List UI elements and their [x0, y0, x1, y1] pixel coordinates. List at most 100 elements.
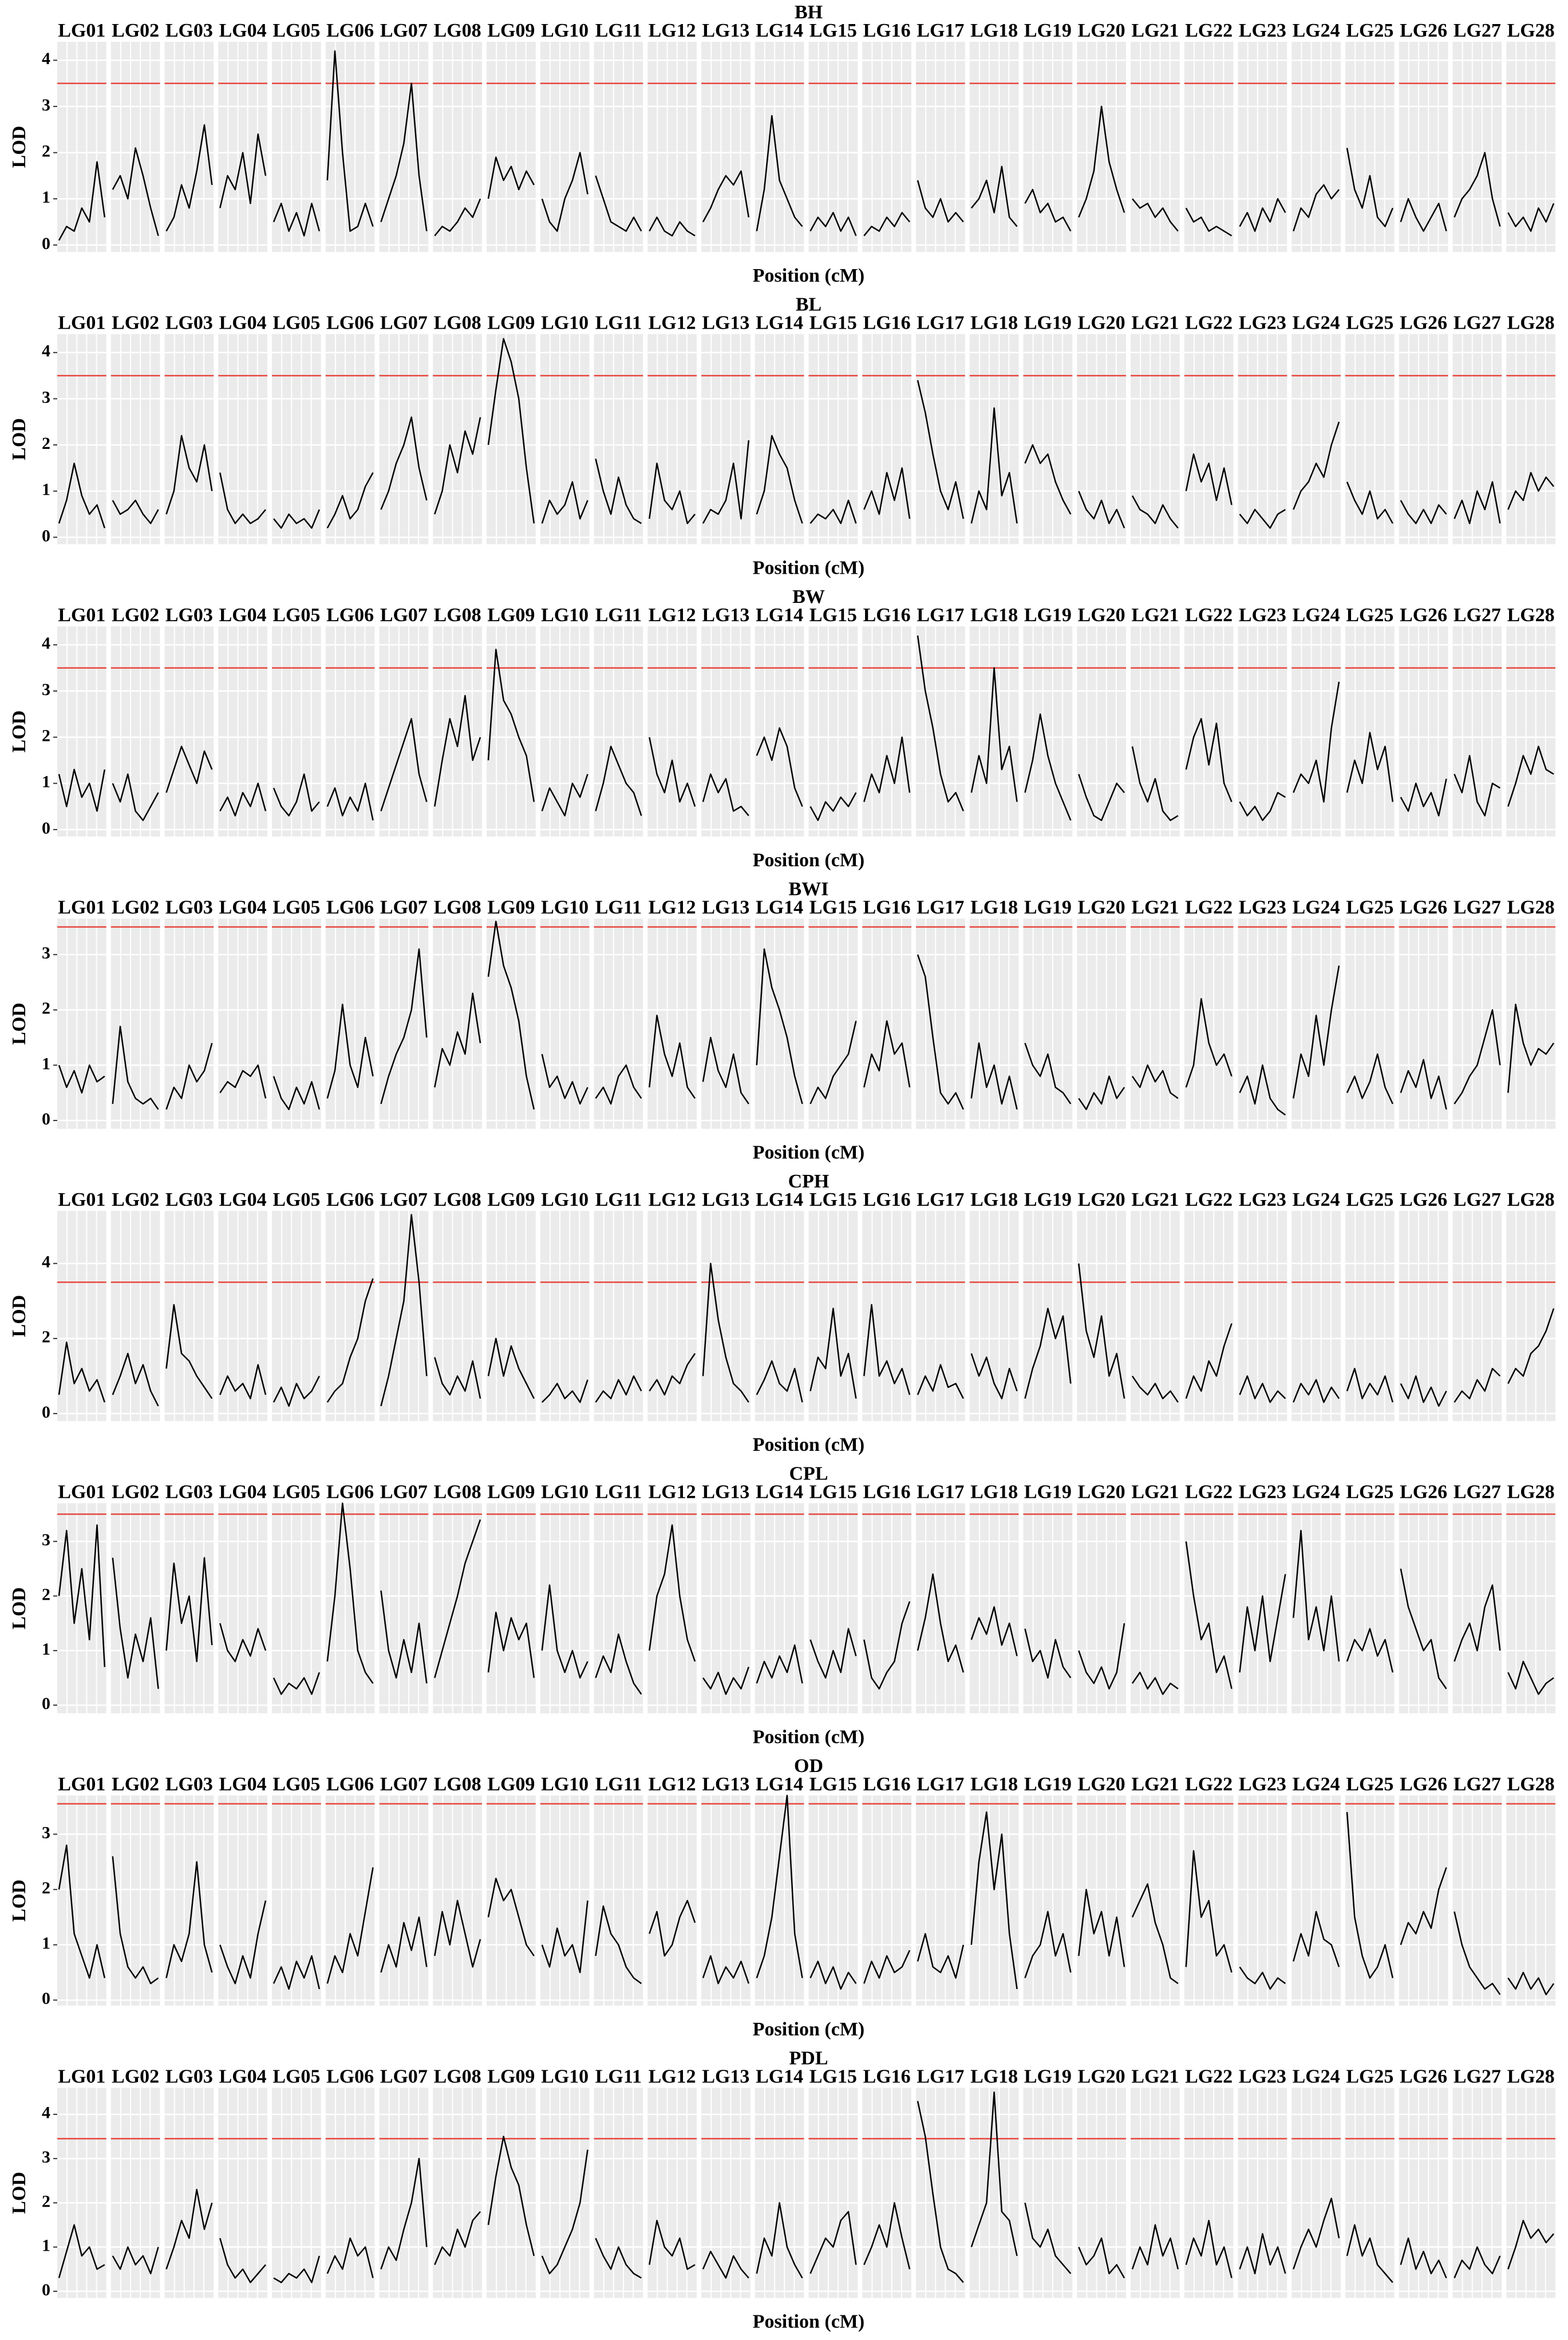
- lod-curve: [1400, 2237, 1447, 2279]
- facet-panel: [647, 2088, 697, 2298]
- facet-strip-label: LG19: [1024, 1481, 1072, 1502]
- lod-curve: [1507, 203, 1555, 232]
- facet-strip-label: LG17: [917, 897, 964, 918]
- facet-strip-label: LG19: [1024, 2066, 1072, 2087]
- y-tick-label: 1: [42, 772, 50, 791]
- facet-panel: [379, 2088, 429, 2298]
- facet-strip-label: LG03: [165, 1774, 213, 1795]
- y-tick-label: 2: [42, 2192, 50, 2211]
- facet-panel: [1184, 626, 1234, 836]
- y-axis-label: LOD: [9, 2172, 30, 2214]
- lod-curve: [1185, 718, 1233, 802]
- facet-panel: [647, 626, 697, 836]
- lod-curve: [1024, 1911, 1072, 1979]
- lod-curve: [165, 435, 213, 515]
- facet-panel: [594, 1796, 643, 2006]
- lod-curve: [1346, 732, 1394, 802]
- facet-strip-label: LG03: [165, 1481, 213, 1502]
- lod-curve: [1454, 1911, 1501, 1995]
- lod-curve: [863, 212, 910, 236]
- facet-strip-label: LG02: [112, 1481, 159, 1502]
- y-tick-label: 3: [42, 944, 50, 962]
- facet-strip-label: LG15: [809, 312, 857, 333]
- lod-curve: [1293, 965, 1340, 1099]
- facet-strip-label: LG19: [1024, 1774, 1072, 1795]
- facet-panel: [1399, 334, 1448, 544]
- facet-strip-label: LG05: [272, 605, 320, 626]
- lod-curve: [326, 2237, 374, 2278]
- facet-panel: [325, 918, 375, 1129]
- lod-curve: [863, 1950, 911, 1984]
- facet-panel: [647, 918, 697, 1129]
- facet-strip-label: LG14: [756, 312, 803, 333]
- facet-panel: [755, 626, 804, 836]
- y-tick-label: 2: [42, 1585, 50, 1604]
- facet-panel: [1506, 1211, 1555, 1421]
- lod-curve: [863, 2202, 911, 2270]
- facet-panel: [1452, 626, 1502, 836]
- facet-panel: [916, 42, 965, 252]
- lod-curve: [380, 948, 428, 1104]
- lod-curve: [917, 1364, 964, 1399]
- lod-curve: [917, 380, 965, 519]
- facet-panel: [1077, 1503, 1126, 1714]
- y-tick-label: 1: [42, 480, 50, 499]
- y-tick-label: 4: [42, 2104, 50, 2122]
- facet-panel: [1238, 1796, 1287, 2006]
- lod-curve: [917, 954, 964, 1110]
- facet-panel: [755, 918, 804, 1129]
- facet-strip-label: LG05: [272, 1481, 320, 1502]
- facet-panel: [110, 334, 160, 544]
- facet-panel: [433, 918, 482, 1129]
- facet-strip-label: LG27: [1454, 605, 1501, 626]
- facet-panel: [110, 1503, 160, 1714]
- facet-panel: [594, 626, 643, 836]
- lod-curve: [165, 1557, 213, 1663]
- facet-strip-label: LG23: [1239, 1189, 1286, 1210]
- lod-curve: [541, 1584, 589, 1679]
- facet-panel: [594, 1211, 643, 1421]
- lod-curve: [649, 2220, 696, 2270]
- y-axis-label: LOD: [9, 1295, 30, 1337]
- facet-strip-label: LG20: [1078, 1774, 1125, 1795]
- facet-panel: [1131, 42, 1180, 252]
- facet-strip-label: LG03: [165, 312, 213, 333]
- facet-strip-label: LG13: [702, 1774, 749, 1795]
- facet-strip-label: LG05: [272, 312, 320, 333]
- facet-panel: [1452, 42, 1502, 252]
- facet-panel: [862, 1503, 911, 1714]
- lod-curve: [1239, 508, 1286, 529]
- lod-curve: [487, 338, 535, 524]
- facet-panel: [433, 334, 482, 544]
- facet-panel: [325, 1796, 375, 2006]
- facet-strip-label: LG04: [219, 312, 267, 333]
- lod-curve: [1024, 713, 1072, 821]
- facet-panel: [1345, 1211, 1395, 1421]
- lod-curve: [1024, 1043, 1072, 1104]
- y-tick-label: 3: [42, 96, 50, 115]
- facet-panel: [808, 626, 858, 836]
- lod-curve: [487, 2136, 535, 2256]
- facet-panel: [594, 42, 643, 252]
- lod-curve: [1185, 1850, 1233, 1973]
- facet-panel: [1131, 2088, 1180, 2298]
- facet-panel: [701, 918, 751, 1129]
- lod-curve: [970, 2091, 1018, 2256]
- lod-curve: [595, 1905, 642, 1984]
- facet-strip-label: LG16: [863, 897, 911, 918]
- lod-curve: [272, 203, 321, 237]
- lod-curve: [1454, 152, 1501, 227]
- facet-strip-label: LG13: [702, 312, 749, 333]
- facet-panel: [57, 1796, 106, 2006]
- lod-curve: [1239, 792, 1286, 822]
- facet-strip-label: LG17: [917, 1774, 964, 1795]
- facet-panel: [1291, 918, 1341, 1129]
- lod-curve: [487, 156, 535, 199]
- facet-panel: [862, 1796, 911, 2006]
- facet-panel: [379, 918, 429, 1129]
- facet-panel: [272, 2088, 321, 2298]
- facet-strip-label: LG06: [326, 1481, 374, 1502]
- facet-panel: [57, 1503, 106, 1714]
- lod-curve: [917, 635, 964, 812]
- x-axis-label: Position (cM): [753, 850, 864, 871]
